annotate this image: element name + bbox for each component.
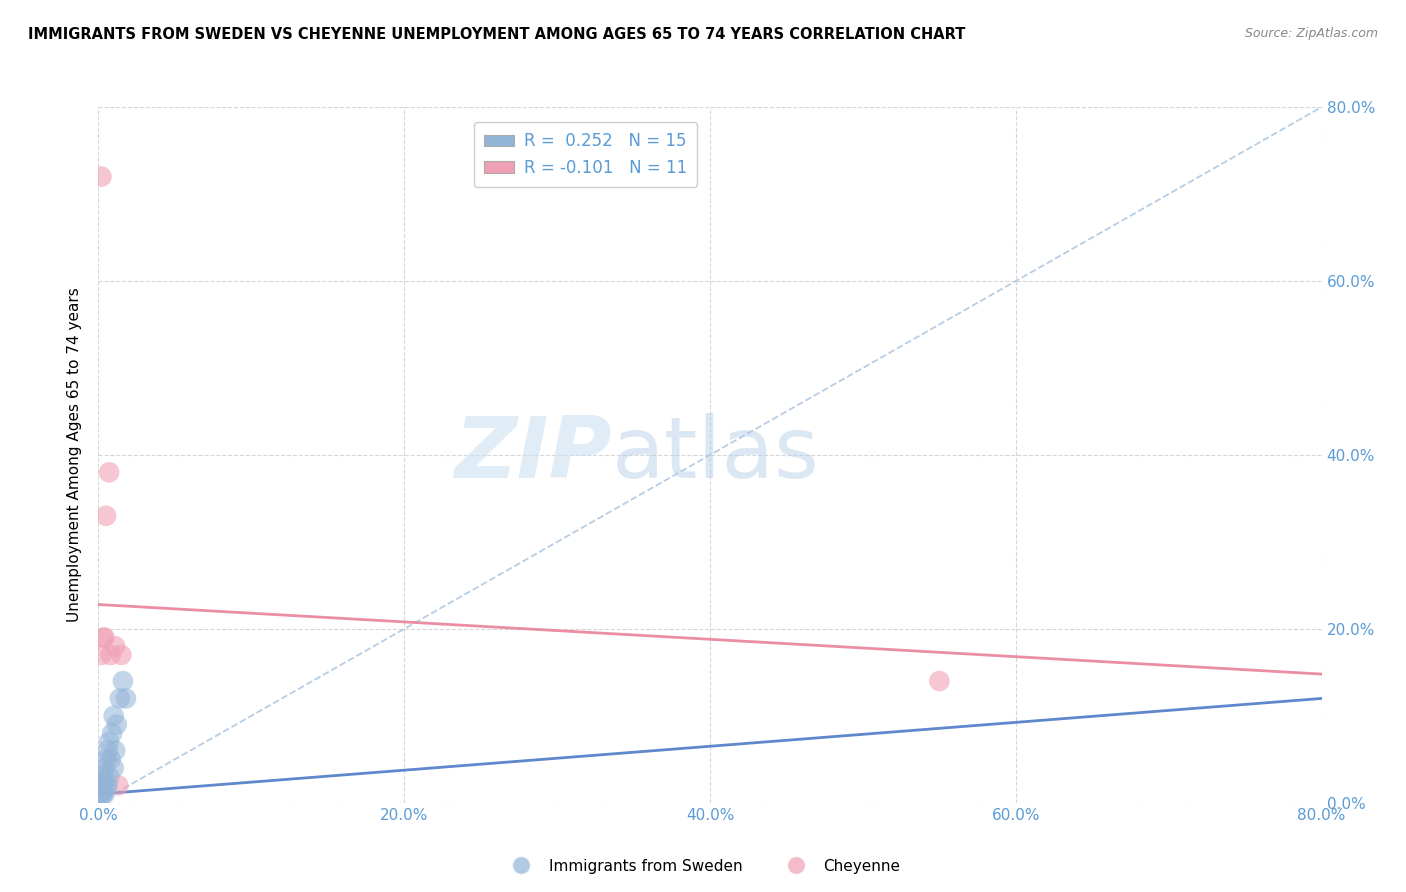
Point: [93, 787, 115, 801]
Point: [94, 752, 117, 766]
Point: [105, 717, 128, 731]
Point: [89, 787, 111, 801]
Point: [93, 631, 115, 645]
Text: Source: ZipAtlas.com: Source: ZipAtlas.com: [1244, 27, 1378, 40]
Legend: Immigrants from Sweden, Cheyenne: Immigrants from Sweden, Cheyenne: [499, 853, 907, 880]
Point: [89, 778, 111, 792]
Point: [90, 169, 112, 184]
Point: [91, 631, 114, 645]
Point: [107, 778, 129, 792]
Point: [101, 726, 124, 740]
Point: [97, 778, 120, 792]
Text: IMMIGRANTS FROM SWEDEN VS CHEYENNE UNEMPLOYMENT AMONG AGES 65 TO 74 YEARS CORREL: IMMIGRANTS FROM SWEDEN VS CHEYENNE UNEMP…: [28, 27, 966, 42]
Y-axis label: Unemployment Among Ages 65 to 74 years: Unemployment Among Ages 65 to 74 years: [67, 287, 83, 623]
Text: atlas: atlas: [612, 413, 820, 497]
Point: [111, 674, 134, 689]
Point: [115, 691, 138, 706]
Point: [91, 787, 114, 801]
Point: [98, 466, 121, 480]
Point: [90, 787, 112, 801]
Point: [110, 648, 132, 662]
Point: [108, 691, 131, 706]
Point: [104, 744, 127, 758]
Text: ZIP: ZIP: [454, 413, 612, 497]
Point: [90, 778, 112, 792]
Point: [100, 752, 122, 766]
Point: [97, 744, 120, 758]
Point: [103, 761, 125, 775]
Point: [94, 508, 117, 523]
Point: [93, 761, 115, 775]
Point: [90, 648, 112, 662]
Point: [100, 648, 122, 662]
Point: [91, 778, 114, 792]
Point: [928, 674, 950, 689]
Point: [103, 708, 125, 723]
Point: [91, 770, 114, 784]
Point: [90, 770, 112, 784]
Point: [98, 770, 121, 784]
Legend: R =  0.252   N = 15, R = -0.101   N = 11: R = 0.252 N = 15, R = -0.101 N = 11: [474, 122, 697, 186]
Point: [98, 735, 121, 749]
Point: [94, 778, 117, 792]
Point: [104, 639, 127, 653]
